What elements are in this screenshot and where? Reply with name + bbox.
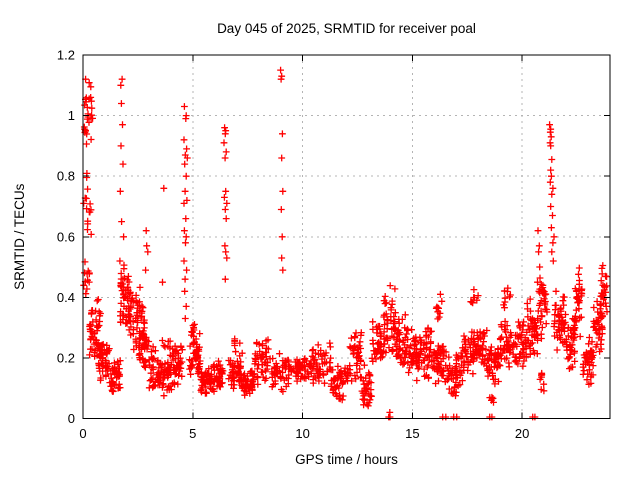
y-axis-label: SRMTID / TECUs [12,183,27,290]
x-tick-label: 20 [515,426,529,441]
x-tick-label: 0 [79,426,86,441]
y-tick-label: 0.8 [57,169,75,184]
chart-title: Day 045 of 2025, SRMTID for receiver poa… [217,21,476,36]
x-tick-label: 5 [189,426,196,441]
scatter-points [80,66,611,421]
scatter-marker-path [80,66,611,421]
x-axis-label: GPS time / hours [295,452,398,467]
axis-ticks [82,54,610,419]
x-tick-label: 10 [295,426,309,441]
y-tick-label: 1.2 [57,48,75,63]
y-tick-label: 1 [68,108,75,123]
gridlines [83,55,610,419]
y-tick-label: 0 [68,411,75,426]
x-tick-label: 15 [405,426,419,441]
tick-labels: 0 5 10 15 20 0 0.2 0.4 0.6 0.8 1 1.2 [57,48,529,442]
y-tick-label: 0.6 [57,229,75,244]
y-tick-label: 0.4 [57,290,75,305]
y-tick-label: 0.2 [57,350,75,365]
